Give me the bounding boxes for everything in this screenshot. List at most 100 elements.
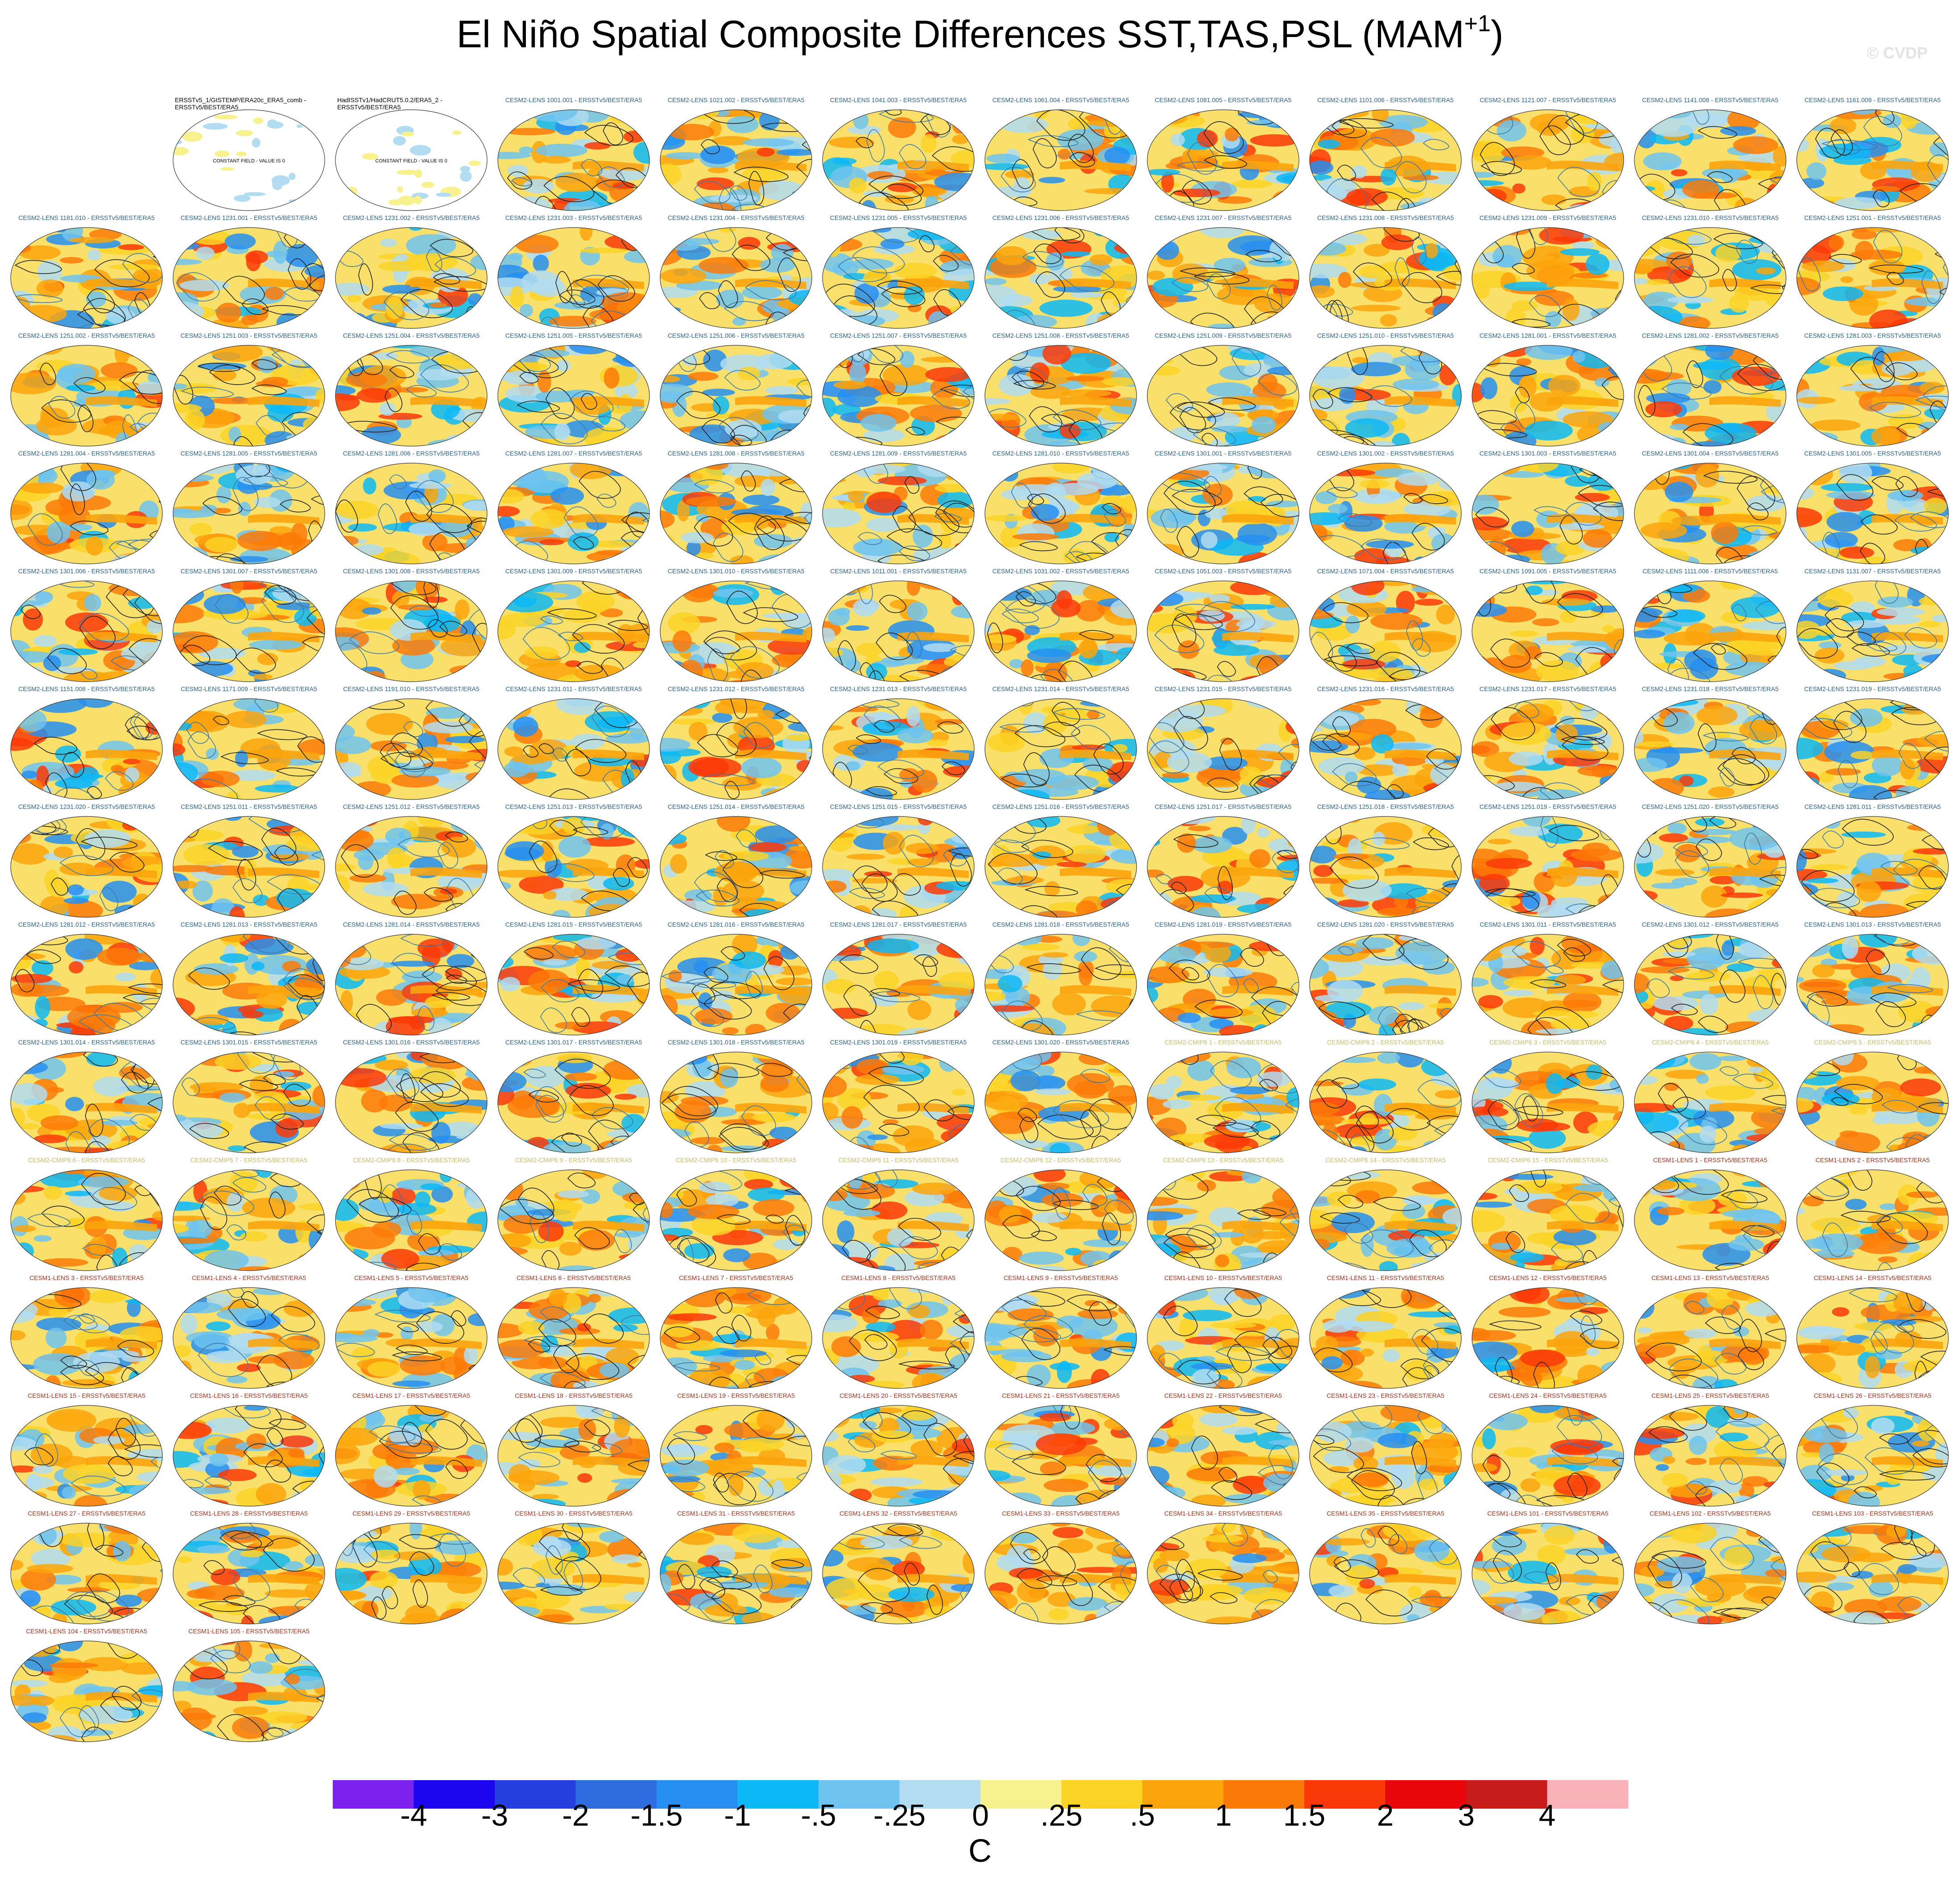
map-panel: CESM2-LENS 1301.019 - ERSSTv5/BEST/ERA5 [817, 1039, 980, 1156]
panel-label: CESM2-LENS 1301.008 - ERSSTv5/BEST/ERA5 [343, 567, 480, 575]
world-map [984, 1405, 1137, 1507]
map-panel: CESM2-LENS 1231.017 - ERSSTv5/BEST/ERA5 [1467, 685, 1629, 802]
map-panel: CESM2-CMIP6 8 - ERSSTv5/BEST/ERA5 [330, 1156, 492, 1273]
panel-label: CESM1-LENS 105 - ERSSTv5/BEST/ERA5 [188, 1628, 310, 1635]
panel-label: CESM2-LENS 1251.008 - ERSSTv5/BEST/ERA5 [992, 332, 1129, 339]
panel-label: CESM2-LENS 1231.020 - ERSSTv5/BEST/ERA5 [18, 803, 155, 810]
panel-label: CESM1-LENS 18 - ERSSTv5/BEST/ERA5 [515, 1392, 633, 1399]
title-superscript: +1 [1464, 11, 1491, 37]
world-map [173, 1405, 325, 1507]
map-panel: CESM2-LENS 1281.008 - ERSSTv5/BEST/ERA5 [655, 450, 817, 567]
map-panel: CESM2-LENS 1301.015 - ERSSTv5/BEST/ERA5 [168, 1039, 330, 1156]
map-panel: CESM2-LENS 1231.012 - ERSSTv5/BEST/ERA5 [655, 685, 817, 802]
title-text: El Niño Spatial Composite Differences SS… [456, 13, 1464, 56]
map-panel: CESM2-LENS 1231.013 - ERSSTv5/BEST/ERA5 [817, 685, 980, 802]
map-panel: CESM1-LENS 14 - ERSSTv5/BEST/ERA5 [1791, 1274, 1954, 1391]
map-panel: CESM2-LENS 1301.001 - ERSSTv5/BEST/ERA5 [1142, 450, 1304, 567]
colorbar-units: C [968, 1833, 992, 1869]
panel-label: CESM2-LENS 1231.013 - ERSSTv5/BEST/ERA5 [830, 685, 967, 692]
panel-label: CESM1-LENS 11 - ERSSTv5/BEST/ERA5 [1327, 1274, 1444, 1281]
map-panel: CESM1-LENS 16 - ERSSTv5/BEST/ERA5 [168, 1392, 330, 1509]
world-map [1472, 1287, 1624, 1389]
panel-label: CESM2-LENS 1001.001 - ERSSTv5/BEST/ERA5 [505, 96, 642, 104]
panel-label: CESM1-LENS 5 - ERSSTv5/BEST/ERA5 [354, 1274, 468, 1281]
panel-label: CESM2-LENS 1301.007 - ERSSTv5/BEST/ERA5 [180, 567, 318, 575]
map-panel: CESM1-LENS 24 - ERSSTv5/BEST/ERA5 [1467, 1392, 1629, 1509]
panel-label: CESM2-LENS 1281.014 - ERSSTv5/BEST/ERA5 [343, 921, 480, 928]
panel-label: CESM1-LENS 8 - ERSSTv5/BEST/ERA5 [841, 1274, 955, 1281]
world-map [660, 1523, 812, 1624]
map-panel: CESM1-LENS 3 - ERSSTv5/BEST/ERA5 [5, 1274, 168, 1391]
page-title: El Niño Spatial Composite Differences SS… [0, 11, 1960, 57]
map-panel: CESM1-LENS 18 - ERSSTv5/BEST/ERA5 [492, 1392, 655, 1509]
world-map [1634, 109, 1786, 211]
map-panel: CESM1-LENS 22 - ERSSTv5/BEST/ERA5 [1142, 1392, 1304, 1509]
panel-label: CESM2-LENS 1281.006 - ERSSTv5/BEST/ERA5 [343, 450, 480, 457]
colorbar-tick-label: 0 [972, 1798, 989, 1832]
panel-label: CESM1-LENS 17 - ERSSTv5/BEST/ERA5 [352, 1392, 470, 1399]
world-map [335, 1523, 488, 1624]
world-map [822, 1169, 975, 1271]
map-panel: CESM2-LENS 1231.010 - ERSSTv5/BEST/ERA5 [1629, 214, 1791, 331]
world-map [497, 1169, 650, 1271]
map-panel: CESM2-LENS 1051.003 - ERSSTv5/BEST/ERA5 [1142, 567, 1304, 684]
map-panel: CESM1-LENS 19 - ERSSTv5/BEST/ERA5 [655, 1392, 817, 1509]
map-panel: CESM2-LENS 1281.018 - ERSSTv5/BEST/ERA5 [980, 921, 1142, 1038]
panel-label: CESM2-LENS 1301.017 - ERSSTv5/BEST/ERA5 [505, 1039, 642, 1046]
world-map [822, 934, 975, 1036]
colorbar-tick-label: -1.5 [630, 1798, 683, 1832]
map-panel: CESM2-LENS 1301.004 - ERSSTv5/BEST/ERA5 [1629, 450, 1791, 567]
world-map [1147, 934, 1299, 1036]
panel-label: CESM1-LENS 26 - ERSSTv5/BEST/ERA5 [1814, 1392, 1931, 1399]
world-map [1472, 227, 1624, 329]
panel-label: CESM2-LENS 1091.005 - ERSSTv5/BEST/ERA5 [1479, 567, 1617, 575]
panel-label: CESM2-LENS 1161.009 - ERSSTv5/BEST/ERA5 [1804, 96, 1941, 104]
panel-label: CESM2-LENS 1231.005 - ERSSTv5/BEST/ERA5 [830, 214, 967, 221]
map-panel: CESM2-LENS 1281.014 - ERSSTv5/BEST/ERA5 [330, 921, 492, 1038]
panel-label: CESM2-LENS 1301.004 - ERSSTv5/BEST/ERA5 [1642, 450, 1779, 457]
panel-label: CESM2-LENS 1251.009 - ERSSTv5/BEST/ERA5 [1154, 332, 1292, 339]
panel-label: CESM2-LENS 1061.004 - ERSSTv5/BEST/ERA5 [992, 96, 1129, 104]
panel-label: CESM2-LENS 1281.013 - ERSSTv5/BEST/ERA5 [180, 921, 318, 928]
map-panel: CESM2-LENS 1301.017 - ERSSTv5/BEST/ERA5 [492, 1039, 655, 1156]
map-panel: CESM2-LENS 1281.007 - ERSSTv5/BEST/ERA5 [492, 450, 655, 567]
panel-label: CESM2-LENS 1111.006 - ERSSTv5/BEST/ERA5 [1642, 567, 1778, 575]
colorbar-tick-label: 2 [1377, 1798, 1394, 1832]
panel-label: CESM2-LENS 1301.003 - ERSSTv5/BEST/ERA5 [1479, 450, 1617, 457]
world-map [1147, 816, 1299, 918]
world-map [10, 816, 163, 918]
panel-label: CESM2-CMIP6 3 - ERSSTv5/BEST/ERA5 [1489, 1039, 1607, 1046]
world-map [1472, 109, 1624, 211]
panel-label: CESM2-LENS 1041.003 - ERSSTv5/BEST/ERA5 [830, 96, 967, 104]
world-map [1796, 109, 1949, 211]
map-panel: CESM2-LENS 1181.010 - ERSSTv5/BEST/ERA5 [5, 214, 168, 331]
map-panel: CESM1-LENS 101 - ERSSTv5/BEST/ERA5 [1467, 1510, 1629, 1627]
map-panel: CESM2-LENS 1161.009 - ERSSTv5/BEST/ERA5 [1791, 96, 1954, 213]
world-map [10, 1523, 163, 1624]
panel-label: CESM2-LENS 1251.014 - ERSSTv5/BEST/ERA5 [667, 803, 805, 810]
panel-label: CESM2-CMIP6 15 - ERSSTv5/BEST/ERA5 [1488, 1156, 1608, 1164]
world-map [173, 580, 325, 682]
panel-label: CESM2-LENS 1051.003 - ERSSTv5/BEST/ERA5 [1154, 567, 1292, 575]
panel-label: CESM2-LENS 1021.002 - ERSSTv5/BEST/ERA5 [667, 96, 805, 104]
world-map [1309, 816, 1462, 918]
world-map [335, 580, 488, 682]
map-panel: CESM2-LENS 1251.011 - ERSSTv5/BEST/ERA5 [168, 803, 330, 920]
panel-label: CESM1-LENS 30 - ERSSTv5/BEST/ERA5 [515, 1510, 633, 1517]
panel-label: CESM2-LENS 1281.004 - ERSSTv5/BEST/ERA5 [18, 450, 155, 457]
panel-label: CESM2-LENS 1281.015 - ERSSTv5/BEST/ERA5 [505, 921, 642, 928]
map-panel: CESM2-LENS 1281.016 - ERSSTv5/BEST/ERA5 [655, 921, 817, 1038]
map-panel: CESM2-LENS 1231.009 - ERSSTv5/BEST/ERA5 [1467, 214, 1629, 331]
panel-label: CESM2-CMIP6 12 - ERSSTv5/BEST/ERA5 [1001, 1156, 1121, 1164]
world-map [497, 816, 650, 918]
world-map [335, 698, 488, 800]
map-panel: CESM2-LENS 1301.009 - ERSSTv5/BEST/ERA5 [492, 567, 655, 684]
world-map [984, 580, 1137, 682]
panel-label: CESM2-LENS 1251.013 - ERSSTv5/BEST/ERA5 [505, 803, 642, 810]
world-map [1147, 463, 1299, 564]
colorbar-tick-label: 4 [1538, 1798, 1556, 1832]
map-panel: CESM1-LENS 34 - ERSSTv5/BEST/ERA5 [1142, 1510, 1304, 1627]
world-map [1309, 1523, 1462, 1624]
map-panel: ERSSTv5_1/GISTEMP/ERA20c_ERA5_comb - ERS… [168, 96, 330, 213]
panel-label: CESM1-LENS 15 - ERSSTv5/BEST/ERA5 [28, 1392, 145, 1399]
